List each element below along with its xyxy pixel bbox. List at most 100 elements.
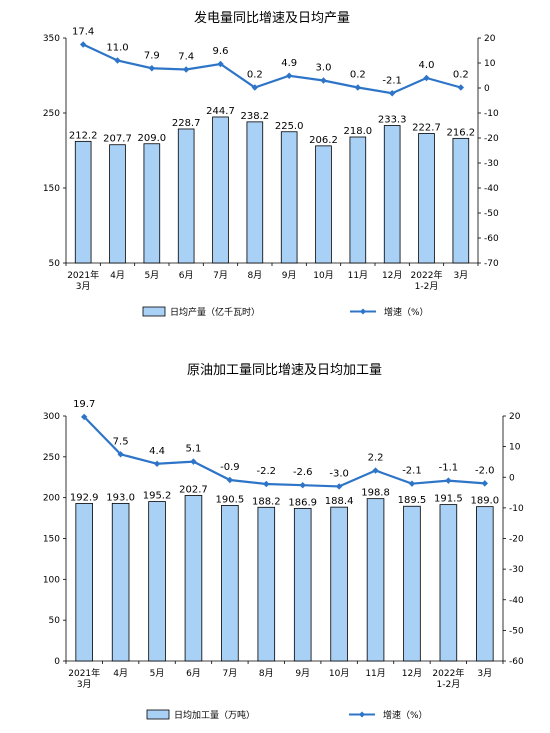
x-tick-label: 10月 (329, 668, 349, 679)
growth-point (190, 458, 197, 465)
bar-value-label: 228.7 (172, 118, 201, 129)
right-tick-label: 10 (484, 59, 496, 69)
x-tick-label: 7月 (213, 270, 228, 281)
bar-value-label: 188.4 (325, 496, 354, 507)
growth-value-label: -2.0 (475, 465, 495, 476)
left-tick-label: 150 (43, 184, 60, 194)
growth-point (457, 84, 465, 91)
bar-value-label: 218.0 (344, 126, 373, 137)
bar (383, 125, 401, 264)
growth-value-label: 0.2 (247, 70, 263, 81)
bar (212, 116, 229, 264)
left-tick-label: 350 (43, 34, 60, 44)
x-tick-label: 6月 (179, 270, 194, 281)
growth-value-label: 7.9 (144, 50, 160, 61)
left-tick-label: 100 (43, 575, 60, 585)
right-tick-label: -60 (509, 657, 524, 667)
x-tick-label: 9月 (282, 270, 297, 281)
growth-value-label: -2.2 (257, 466, 277, 477)
left-tick-label: 150 (43, 535, 60, 545)
bar-value-label: 189.5 (398, 495, 427, 506)
growth-point (182, 66, 190, 73)
bar (315, 145, 332, 264)
bar (75, 503, 93, 662)
bar-value-label: 188.2 (252, 496, 281, 507)
growth-value-label: 4.9 (281, 58, 297, 69)
bar-value-label: 191.5 (434, 494, 463, 505)
growth-value-label: -0.9 (220, 462, 240, 473)
bar-value-label: 195.2 (143, 491, 172, 502)
growth-value-label: 2.2 (368, 453, 384, 464)
growth-point (114, 57, 121, 64)
right-tick-label: 20 (484, 34, 496, 44)
legend-line-label: 增速（%） (384, 306, 429, 318)
x-tick-label: 6月 (186, 668, 201, 679)
x-tick-label: 11月 (365, 668, 385, 679)
left-tick-label: 200 (43, 494, 60, 504)
growth-value-label: 0.2 (350, 70, 366, 81)
bar (111, 502, 130, 662)
growth-value-label: -2.6 (293, 467, 313, 478)
growth-point (445, 477, 452, 484)
right-tick-label: 0 (509, 473, 515, 483)
legend-bar-label: 日均加工量（万吨） (174, 709, 255, 721)
bar (366, 498, 385, 662)
growth-point (251, 84, 259, 91)
chart-title: 原油加工量同比增速及日均加工量 (187, 363, 382, 378)
growth-point (81, 413, 88, 421)
left-tick-label: 250 (43, 453, 60, 463)
legend-bar-label: 日均产量（亿千瓦时） (170, 306, 260, 318)
growth-point (354, 84, 362, 91)
x-tick-label: 3月 (77, 679, 92, 690)
growth-value-label: 0.2 (453, 70, 469, 81)
growth-point (79, 41, 87, 48)
left-tick-label: 0 (54, 657, 60, 667)
growth-value-label: -1.1 (439, 463, 459, 474)
bar-value-label: 222.7 (412, 122, 441, 133)
growth-point (117, 451, 124, 458)
x-tick-label: 3月 (477, 668, 492, 679)
growth-value-label: 7.5 (113, 436, 129, 447)
bar (257, 506, 276, 662)
growth-point (299, 482, 306, 489)
growth-point (226, 476, 234, 484)
x-tick-label: 11月 (348, 270, 368, 281)
right-tick-label: -40 (484, 184, 499, 194)
x-tick-label: 3月 (76, 281, 91, 292)
legend-line-marker (360, 308, 366, 315)
bar (280, 131, 298, 264)
left-tick-label: 50 (49, 616, 61, 626)
bar (403, 505, 421, 662)
bar (109, 144, 126, 264)
bar-value-label: 192.9 (70, 492, 99, 503)
bar (452, 137, 470, 264)
bar-value-label: 206.2 (309, 135, 338, 146)
growth-value-label: 11.0 (106, 43, 128, 54)
x-tick-label: 5月 (144, 270, 159, 281)
growth-point (335, 483, 343, 490)
x-tick-label: 5月 (150, 668, 165, 679)
right-tick-label: 10 (509, 443, 521, 453)
x-tick-label: 10月 (313, 270, 333, 281)
growth-value-label: 5.1 (186, 444, 202, 455)
bar-value-label: 209.0 (138, 133, 167, 144)
left-tick-label: 50 (49, 259, 61, 269)
legend-bar-swatch (146, 709, 170, 720)
bar-value-label: 190.5 (216, 494, 245, 505)
bar (293, 507, 312, 662)
growth-point (388, 90, 396, 97)
growth-point (408, 480, 416, 487)
bar-value-label: 186.9 (288, 497, 317, 508)
x-tick-label: 2022年 (411, 269, 443, 281)
bar (74, 140, 92, 264)
legend-line-marker (359, 711, 365, 718)
chart-title: 发电量同比增速及日均产量 (194, 10, 350, 26)
bar-value-label: 216.2 (447, 127, 476, 138)
x-tick-label: 3月 (453, 270, 468, 281)
right-tick-label: -20 (484, 134, 499, 144)
growth-value-label: 9.6 (213, 46, 229, 57)
growth-point (320, 77, 327, 84)
left-tick-label: 250 (43, 109, 60, 119)
bar (418, 133, 435, 264)
